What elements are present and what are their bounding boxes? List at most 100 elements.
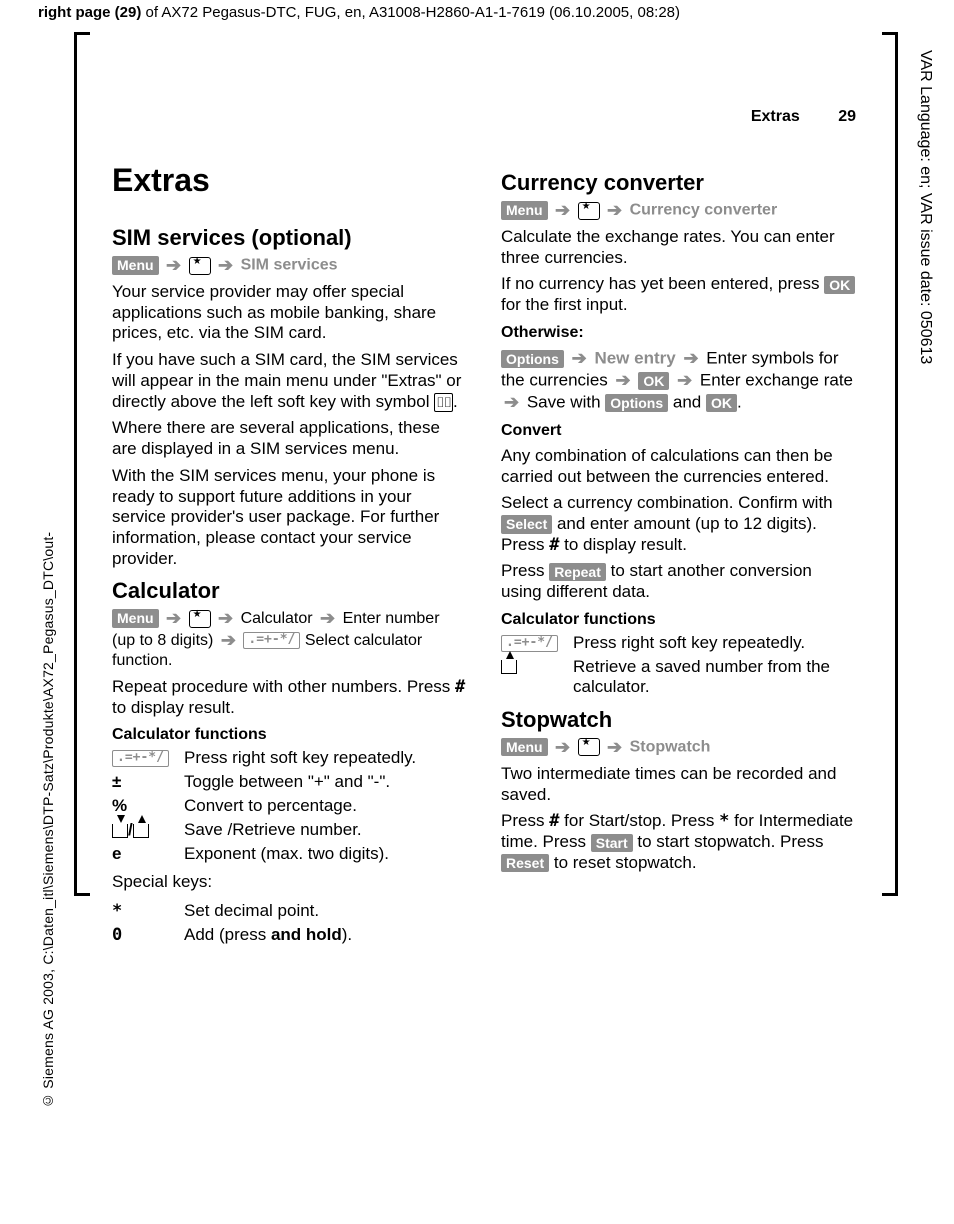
options-key: Options [605,394,668,412]
save-up-icon [133,824,149,838]
ok-key: OK [638,372,669,390]
special-keys-label: Special keys: [112,872,467,893]
text: Add (press [184,925,271,944]
extras-icon [189,257,211,275]
sw-heading: Stopwatch [501,707,856,733]
cc-func-table: .=+-*/ Press right soft key repeatedly. R… [501,631,856,699]
sw-p2: Press # for Start/stop. Press * for Inte… [501,811,856,873]
cell: Save /Retrieve number. [184,818,422,842]
text: If you have such a SIM card, the SIM ser… [112,350,461,410]
cc-p3: Any combination of calculations can then… [501,446,856,487]
table-row: %Convert to percentage. [112,794,422,818]
cell: Convert to percentage. [184,794,422,818]
cell: * [112,899,184,923]
cell: Press right soft key repeatedly. [573,631,856,655]
cc-p1: Calculate the exchange rates. You can en… [501,227,856,268]
sim-p3: Where there are several applications, th… [112,418,467,459]
save-up-icon [501,660,517,674]
new-entry: New entry [594,348,675,367]
cell: Exponent (max. two digits). [184,842,422,866]
text: Enter exchange rate [700,370,853,389]
text: . [453,392,458,411]
cell: Retrieve a saved number from the calcula… [573,655,856,699]
reset-key: Reset [501,854,549,872]
cell: Press right soft key repeatedly. [184,746,422,770]
ok-key: OK [706,394,737,412]
text: Press [501,561,549,580]
sim-symbol-icon: ⌷⌷ [434,393,453,412]
calc-breadcrumb: Menu ➔ ➔ Calculator ➔ Enter number (up t… [112,608,467,671]
table-row: .=+-*/ Press right soft key repeatedly. [501,631,856,655]
crop-mark [882,893,895,896]
sim-breadcrumb: Menu ➔ ➔ SIM services [112,255,467,276]
softkey-cap: .=+-*/ [112,750,169,767]
cc-convert: Convert [501,422,856,440]
cc-func-title: Calculator functions [501,611,856,629]
menu-key: Menu [501,738,548,756]
left-column: Extras SIM services (optional) Menu ➔ ➔ … [112,162,467,947]
cell: Toggle between "+" and "-". [184,770,422,794]
calc-func-title: Calculator functions [112,726,467,744]
crumb-text: Calculator [241,610,313,627]
crumb-dest: SIM services [241,257,338,274]
calc-heading: Calculator [112,578,467,604]
crop-mark [77,32,90,35]
text: to display result. [559,535,687,554]
hash-key: # [549,535,559,555]
softkey-cap: .=+-*/ [501,635,558,652]
special-keys-table: *Set decimal point. 0Add (press and hold… [112,899,358,947]
arrow-icon: ➔ [501,392,522,412]
arrow-icon: ➔ [163,608,184,628]
cell: / [112,818,184,842]
text: for Start/stop. Press [559,811,719,830]
crop-mark [77,893,90,896]
arrow-icon: ➔ [680,348,701,368]
calc-repeat: Repeat procedure with other numbers. Pre… [112,677,467,718]
menu-key: Menu [112,256,159,274]
cc-sequence: Options ➔ New entry ➔ Enter symbols for … [501,348,856,414]
options-key: Options [501,350,564,368]
select-key: Select [501,515,552,533]
arrow-icon: ➔ [317,608,338,628]
text: to display result. [112,698,235,717]
top-meta-page: right page (29) [38,4,141,21]
menu-key: Menu [501,201,548,219]
text: to reset stopwatch. [549,853,696,872]
ok-key: OK [824,276,855,294]
cc-otherwise: Otherwise: [501,324,856,342]
table-row: Retrieve a saved number from the calcula… [501,655,856,699]
cell: Set decimal point. [184,899,358,923]
table-row: /Save /Retrieve number. [112,818,422,842]
extras-icon [578,202,600,220]
text: Press [501,811,549,830]
text: Save with [527,392,601,411]
cell: Add (press and hold). [184,923,358,947]
sim-p4: With the SIM services menu, your phone i… [112,466,467,570]
bold-text: and hold [271,925,342,944]
table-row: ±Toggle between "+" and "-". [112,770,422,794]
table-row: 0Add (press and hold). [112,923,358,947]
running-section: Extras [751,108,800,125]
cc-p5: Press Repeat to start another conversion… [501,561,856,602]
cell [501,655,573,699]
text: for the first input. [501,295,628,314]
arrow-icon: ➔ [163,255,184,275]
text: to start stopwatch. Press [633,832,824,851]
crop-mark [74,32,77,896]
menu-key: Menu [112,609,159,627]
sim-p2: If you have such a SIM card, the SIM ser… [112,350,467,412]
right-column: Currency converter Menu ➔ ➔ Currency con… [501,162,856,947]
right-margin-note: VAR Language: en; VAR issue date: 050613 [916,50,934,450]
text: Repeat procedure with other numbers. Pre… [112,677,455,696]
table-row: *Set decimal point. [112,899,358,923]
text: If no currency has yet been entered, pre… [501,274,824,293]
running-header: Extras 29 [112,108,856,126]
cell: e [112,842,184,866]
crop-mark [882,32,895,35]
arrow-icon: ➔ [218,630,239,650]
star-key: * [719,811,729,831]
page-number: 29 [838,108,856,126]
hash-key: # [455,677,465,697]
softkey-cap: .=+-*/ [243,632,300,649]
repeat-key: Repeat [549,563,606,581]
